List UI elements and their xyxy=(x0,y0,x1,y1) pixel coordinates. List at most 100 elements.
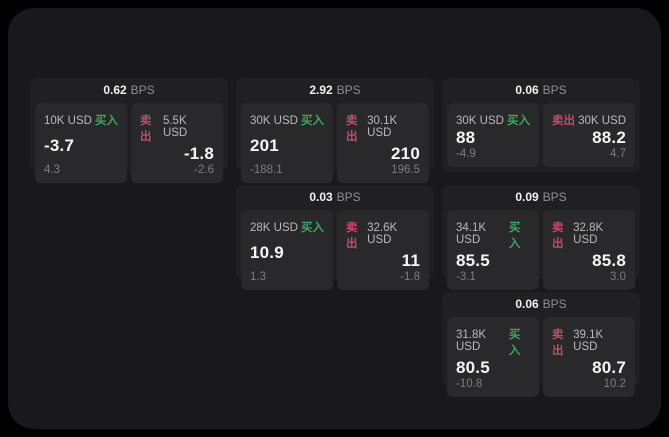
sell-delta: -2.6 xyxy=(194,164,214,176)
bps-value: 0.09 xyxy=(515,190,539,204)
cards-grid: 0.62 BPS 10K USD 买入 -3.7 4.3 卖出 5.5K USD… xyxy=(30,78,640,397)
buy-price: 85.5 xyxy=(456,251,490,270)
buy-delta: -10.8 xyxy=(456,378,483,390)
bps-unit-label: BPS xyxy=(336,190,361,204)
sell-delta: 196.5 xyxy=(391,164,420,176)
sell-price: 210 xyxy=(391,144,420,163)
spread-card: 2.92 BPS 30K USD 买入 201 -188.1 卖出 30.1K … xyxy=(236,78,434,183)
buy-amount: 30K USD xyxy=(456,115,504,127)
sell-quote-panel[interactable]: 卖出 5.5K USD -1.8 -2.6 xyxy=(131,103,223,183)
card-header: 0.09 BPS xyxy=(447,185,635,210)
bps-unit-label: BPS xyxy=(542,190,567,204)
sell-quote-panel[interactable]: 卖出 32.6K USD 11 -1.8 xyxy=(337,210,429,290)
buy-side-label: 买入 xyxy=(301,222,324,234)
buy-amount: 34.1K USD xyxy=(456,222,487,246)
card-header: 0.06 BPS xyxy=(447,292,635,317)
sell-delta: 10.2 xyxy=(603,378,626,390)
buy-quote-top: 34.1K USD 买入 xyxy=(456,219,530,251)
sell-quote-panel[interactable]: 卖出 30K USD 88.2 4.7 xyxy=(543,103,635,167)
sell-side-label: 卖出 xyxy=(552,222,564,250)
sell-amount: 30.1K USD xyxy=(367,115,398,139)
spread-card: 0.62 BPS 10K USD 买入 -3.7 4.3 卖出 5.5K USD… xyxy=(30,78,228,183)
buy-side-label: 买入 xyxy=(301,115,324,127)
buy-side-label: 买入 xyxy=(507,115,530,127)
sell-amount: 5.5K USD xyxy=(162,115,188,139)
buy-price: 201 xyxy=(250,136,279,155)
sell-side-label: 卖出 xyxy=(346,115,358,143)
sell-side-label: 卖出 xyxy=(346,222,358,250)
sell-delta: 3.0 xyxy=(610,271,626,283)
bps-value: 0.06 xyxy=(515,297,539,311)
sell-amount: 39.1K USD xyxy=(573,329,604,353)
buy-price: 88 xyxy=(456,128,476,147)
sell-price: -1.8 xyxy=(183,144,214,163)
spread-card: 0.06 BPS 31.8K USD 买入 80.5 -10.8 卖出 39.1… xyxy=(442,292,640,397)
buy-amount: 30K USD xyxy=(250,115,298,127)
bps-unit-label: BPS xyxy=(336,83,361,97)
sell-amount: 32.6K USD xyxy=(367,222,398,246)
buy-price: -3.7 xyxy=(44,136,75,155)
buy-delta: -3.1 xyxy=(456,271,476,283)
buy-amount: 10K USD xyxy=(44,115,92,127)
bps-unit-label: BPS xyxy=(130,83,155,97)
sell-amount: 30K USD xyxy=(578,115,626,127)
buy-quote-top: 10K USD 买入 xyxy=(44,112,118,128)
spread-card: 0.09 BPS 34.1K USD 买入 85.5 -3.1 卖出 32.8K… xyxy=(442,185,640,290)
buy-quote-panel[interactable]: 30K USD 买入 88 -4.9 xyxy=(447,103,539,167)
sell-quote-panel[interactable]: 卖出 39.1K USD 80.7 10.2 xyxy=(543,317,635,397)
sell-quote-top: 卖出 39.1K USD xyxy=(552,326,626,358)
buy-quote-top: 31.8K USD 买入 xyxy=(456,326,530,358)
sell-amount: 32.8K USD xyxy=(573,222,604,246)
buy-delta: 1.3 xyxy=(250,271,266,283)
buy-side-label: 买入 xyxy=(508,222,521,250)
sell-quote-top: 卖出 32.6K USD xyxy=(346,219,420,251)
buy-price: 80.5 xyxy=(456,358,490,377)
card-header: 0.62 BPS xyxy=(35,78,223,103)
spread-card: 0.06 BPS 30K USD 买入 88 -4.9 卖出 30K USD 8… xyxy=(442,78,640,172)
bps-value: 0.62 xyxy=(103,83,127,97)
card-header: 0.06 BPS xyxy=(447,78,635,103)
sell-quote-panel[interactable]: 卖出 32.8K USD 85.8 3.0 xyxy=(543,210,635,290)
sell-quote-panel[interactable]: 卖出 30.1K USD 210 196.5 xyxy=(337,103,429,183)
buy-quote-panel[interactable]: 28K USD 买入 10.9 1.3 xyxy=(241,210,333,290)
buy-quote-panel[interactable]: 34.1K USD 买入 85.5 -3.1 xyxy=(447,210,539,290)
sell-price: 88.2 xyxy=(592,128,626,147)
buy-side-label: 买入 xyxy=(95,115,118,127)
buy-delta: -188.1 xyxy=(250,164,283,176)
quote-panels: 28K USD 买入 10.9 1.3 卖出 32.6K USD 11 -1.8 xyxy=(241,210,429,290)
sell-price: 80.7 xyxy=(592,358,626,377)
buy-delta: -4.9 xyxy=(456,148,476,160)
bps-unit-label: BPS xyxy=(542,297,567,311)
sell-delta: 4.7 xyxy=(610,148,626,160)
bps-value: 0.06 xyxy=(515,83,539,97)
buy-quote-top: 28K USD 买入 xyxy=(250,219,324,235)
buy-amount: 28K USD xyxy=(250,222,298,234)
buy-quote-panel[interactable]: 30K USD 买入 201 -188.1 xyxy=(241,103,333,183)
sell-price: 85.8 xyxy=(592,251,626,270)
buy-side-label: 买入 xyxy=(508,329,521,357)
sell-side-label: 卖出 xyxy=(552,115,575,127)
dashboard-panel: 0.62 BPS 10K USD 买入 -3.7 4.3 卖出 5.5K USD… xyxy=(8,8,661,429)
sell-delta: -1.8 xyxy=(400,271,420,283)
spread-card: 0.03 BPS 28K USD 买入 10.9 1.3 卖出 32.6K US… xyxy=(236,185,434,290)
buy-price: 10.9 xyxy=(250,243,284,262)
bps-value: 0.03 xyxy=(309,190,333,204)
buy-amount: 31.8K USD xyxy=(456,329,487,353)
buy-quote-top: 30K USD 买入 xyxy=(456,112,530,128)
quote-panels: 30K USD 买入 88 -4.9 卖出 30K USD 88.2 4.7 xyxy=(447,103,635,167)
quote-panels: 31.8K USD 买入 80.5 -10.8 卖出 39.1K USD 80.… xyxy=(447,317,635,397)
quote-panels: 34.1K USD 买入 85.5 -3.1 卖出 32.8K USD 85.8… xyxy=(447,210,635,290)
sell-price: 11 xyxy=(401,251,420,270)
sell-quote-top: 卖出 30K USD xyxy=(552,112,626,128)
bps-value: 2.92 xyxy=(309,83,333,97)
buy-quote-panel[interactable]: 10K USD 买入 -3.7 4.3 xyxy=(35,103,127,183)
sell-quote-top: 卖出 32.8K USD xyxy=(552,219,626,251)
sell-side-label: 卖出 xyxy=(552,329,564,357)
bps-unit-label: BPS xyxy=(542,83,567,97)
sell-quote-top: 卖出 5.5K USD xyxy=(140,112,214,144)
sell-quote-top: 卖出 30.1K USD xyxy=(346,112,420,144)
buy-quote-panel[interactable]: 31.8K USD 买入 80.5 -10.8 xyxy=(447,317,539,397)
card-header: 2.92 BPS xyxy=(241,78,429,103)
buy-quote-top: 30K USD 买入 xyxy=(250,112,324,128)
quote-panels: 10K USD 买入 -3.7 4.3 卖出 5.5K USD -1.8 -2.… xyxy=(35,103,223,183)
